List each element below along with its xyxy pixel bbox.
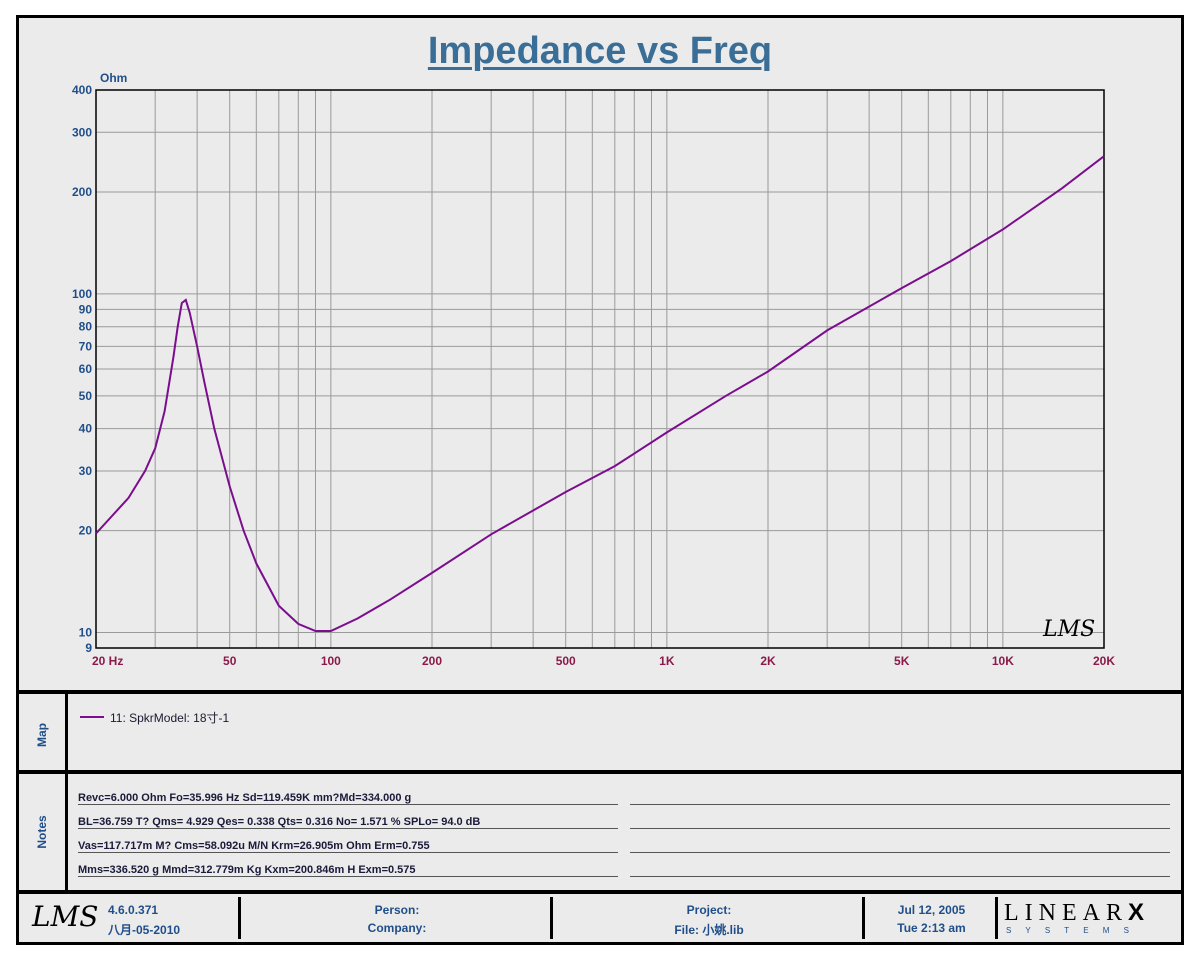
project-label: Project: bbox=[686, 903, 732, 917]
file-name: File: 小姚.lib bbox=[674, 923, 744, 937]
y-tick-label: 10 bbox=[79, 626, 93, 640]
map-label: Map bbox=[35, 723, 49, 747]
y-tick-label: 300 bbox=[72, 125, 92, 139]
x-tick-label: 100 bbox=[321, 654, 341, 668]
x-tick-label: 50 bbox=[223, 654, 237, 668]
build-date: 八月-05-2010 bbox=[108, 923, 181, 937]
label-column-divider bbox=[65, 692, 68, 892]
impedance-series-line bbox=[95, 155, 1105, 632]
company-label: Company: bbox=[367, 921, 427, 935]
y-tick-label: 50 bbox=[79, 389, 93, 403]
legend-entry: 11: SpkrModel: 18寸-1 bbox=[110, 711, 230, 725]
x-tick-label: 20K bbox=[1093, 654, 1115, 668]
note-underline bbox=[630, 828, 1170, 829]
panel-separator bbox=[16, 770, 1184, 774]
y-tick-label: 200 bbox=[72, 185, 92, 199]
y-tick-label: 20 bbox=[79, 524, 93, 538]
plot-border bbox=[95, 89, 1105, 649]
report-time: Tue 2:13 am bbox=[897, 921, 966, 935]
note-underline bbox=[78, 828, 618, 829]
y-tick-label: 90 bbox=[79, 302, 93, 316]
x-tick-label: 2K bbox=[760, 654, 776, 668]
legend-swatch bbox=[80, 716, 104, 718]
note-underline bbox=[630, 804, 1170, 805]
linearx-brand-x: X bbox=[1127, 899, 1144, 926]
y-tick-label: 400 bbox=[72, 83, 92, 97]
note-underline bbox=[78, 804, 618, 805]
x-tick-label: 20 Hz bbox=[92, 654, 123, 668]
note-underline bbox=[78, 876, 618, 877]
version-number: 4.6.0.371 bbox=[108, 903, 159, 917]
note-underline bbox=[630, 876, 1170, 877]
x-tick-label: 10K bbox=[992, 654, 1014, 668]
report-date: Jul 12, 2005 bbox=[897, 903, 966, 917]
panel-separator bbox=[16, 890, 1184, 894]
y-tick-label: 30 bbox=[79, 464, 93, 478]
note-line-4: Mms=336.520 g Mmd=312.779m Kg Kxm=200.84… bbox=[78, 864, 416, 876]
note-line-3: Vas=117.717m M? Cms=58.092u M/N Krm=26.9… bbox=[78, 840, 430, 852]
x-tick-label: 200 bbox=[422, 654, 442, 668]
y-tick-label: 80 bbox=[79, 320, 93, 334]
y-tick-label: 40 bbox=[79, 422, 93, 436]
note-underline bbox=[78, 852, 618, 853]
person-label: Person: bbox=[374, 903, 420, 917]
linearx-brand-text: LINEAR bbox=[1004, 900, 1128, 926]
y-tick-label: 60 bbox=[79, 362, 93, 376]
lms-watermark: LMS bbox=[1042, 617, 1095, 642]
x-tick-label: 1K bbox=[659, 654, 675, 668]
footer-date-cell bbox=[865, 897, 998, 939]
notes-label: Notes bbox=[35, 815, 49, 849]
x-tick-label: 500 bbox=[556, 654, 576, 668]
footer-person-cell bbox=[241, 897, 553, 939]
y-tick-label: 9 bbox=[85, 641, 92, 655]
footer-project-cell bbox=[553, 897, 865, 939]
y-tick-label: 100 bbox=[72, 287, 92, 301]
note-line-1: Revc=6.000 Ohm Fo=35.996 Hz Sd=119.459K … bbox=[78, 792, 412, 804]
y-axis-label: Ohm bbox=[100, 71, 127, 85]
y-tick-label: 70 bbox=[79, 339, 93, 353]
linearx-subtitle: S Y S T E M S bbox=[1006, 926, 1135, 935]
chart-title: Impedance vs Freq bbox=[427, 30, 773, 72]
x-axis-ticks: 20 Hz 50 100 200 500 1K 2K 5K 10K 20K bbox=[92, 654, 1115, 668]
panel-separator bbox=[16, 690, 1184, 694]
chart-grid bbox=[95, 89, 1105, 649]
note-underline bbox=[630, 852, 1170, 853]
footer-version-cell bbox=[16, 897, 241, 939]
lms-logo: LMS bbox=[32, 900, 99, 933]
x-tick-label: 5K bbox=[894, 654, 910, 668]
linearx-brand: LINEARX bbox=[1004, 899, 1144, 927]
note-line-2: BL=36.759 T? Qms= 4.929 Qes= 0.338 Qts= … bbox=[78, 816, 481, 828]
